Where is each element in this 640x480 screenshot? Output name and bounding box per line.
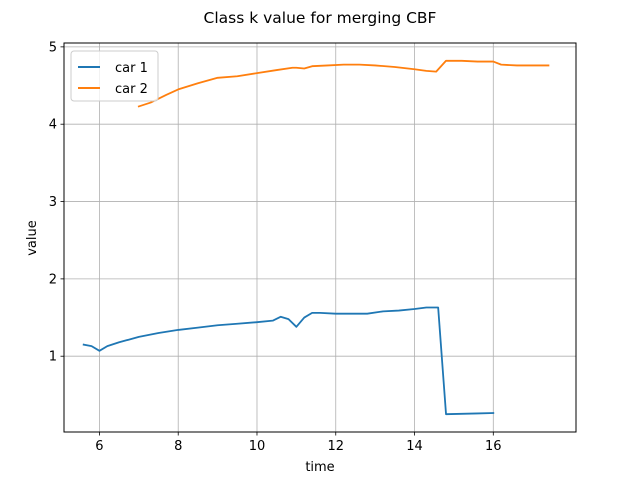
x-tick-label: 6 (95, 439, 103, 454)
x-tick-label: 12 (327, 439, 344, 454)
series-line-car-1 (82, 306, 495, 416)
chart-title: Class k value for merging CBF (204, 9, 437, 27)
legend: car 1 car 2 (70, 50, 159, 102)
x-tick-label: 8 (174, 439, 182, 454)
y-tick-label: 5 (49, 40, 57, 55)
x-axis-label: time (305, 460, 334, 475)
y-axis-label: value (25, 220, 40, 256)
series-group (82, 59, 550, 416)
grid (64, 43, 576, 432)
plot-frame (63, 42, 577, 433)
y-tick-label: 2 (49, 272, 57, 287)
legend-label-car-1: car 1 (115, 61, 148, 76)
x-tick-label: 10 (249, 439, 266, 454)
y-tick-label: 1 (49, 350, 57, 365)
y-tick-label: 4 (49, 118, 57, 133)
y-tick-label: 3 (49, 195, 57, 210)
legend-label-car-2: car 2 (115, 82, 148, 97)
x-tick-label: 14 (406, 439, 423, 454)
series-line-car-2 (137, 59, 550, 108)
x-tick-label: 16 (485, 439, 502, 454)
